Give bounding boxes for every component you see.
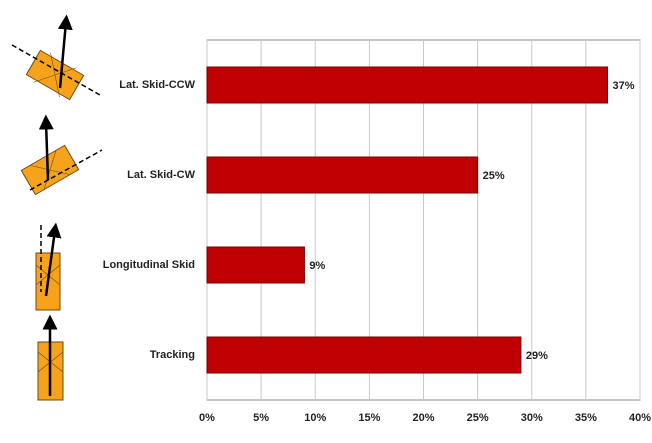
- y-tick-label: Longitudinal Skid: [103, 259, 195, 271]
- bar: [206, 156, 479, 194]
- y-tick-label: Lat. Skid-CW: [127, 169, 195, 181]
- icon-longitudinal: [35, 222, 62, 311]
- icon-ccw: [11, 14, 101, 101]
- x-tick-label: 25%: [467, 412, 489, 424]
- bar: [206, 246, 305, 284]
- icon-tracking: [37, 314, 64, 401]
- x-tick-label: 35%: [575, 412, 597, 424]
- x-tick-label: 15%: [358, 412, 380, 424]
- value-label: 37%: [613, 80, 635, 92]
- bar: [206, 336, 522, 374]
- x-tick-label: 40%: [629, 412, 651, 424]
- x-tick-label: 0%: [199, 412, 215, 424]
- x-tick-label: 20%: [412, 412, 434, 424]
- bar: [206, 66, 609, 104]
- x-tick-label: 10%: [304, 412, 326, 424]
- y-tick-label: Lat. Skid-CCW: [119, 79, 195, 91]
- value-label: 25%: [483, 170, 505, 182]
- value-label: 9%: [309, 260, 325, 272]
- y-tick-label: Tracking: [150, 349, 195, 361]
- x-tick-label: 5%: [253, 412, 269, 424]
- value-label: 29%: [526, 350, 548, 362]
- x-tick-label: 30%: [521, 412, 543, 424]
- icon-cw: [20, 114, 103, 196]
